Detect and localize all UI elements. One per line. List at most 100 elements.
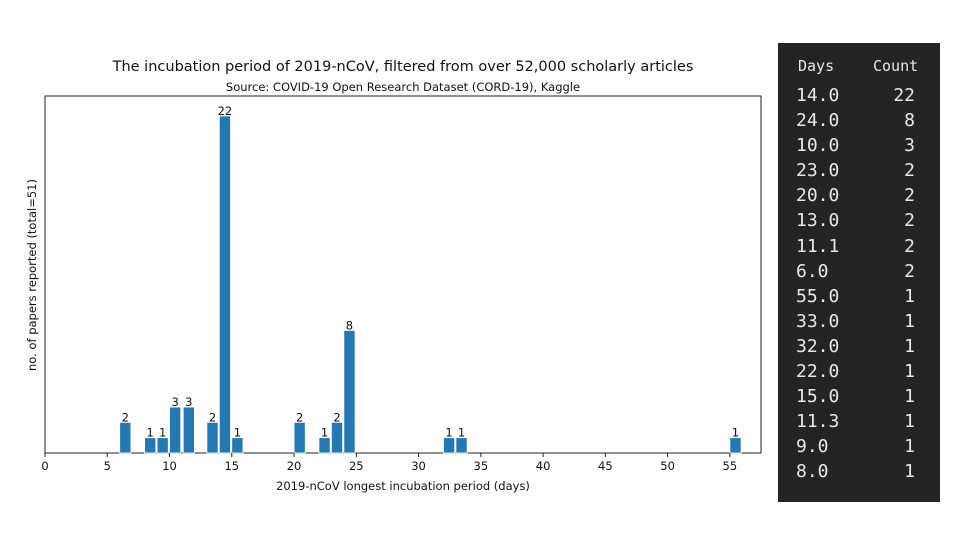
cell-days: 14.0 — [796, 85, 840, 106]
bar — [318, 437, 331, 454]
chart-title: The incubation period of 2019-nCoV, filt… — [112, 59, 694, 75]
bar-value-label: 22 — [218, 104, 233, 118]
cell-days: 20.0 — [796, 185, 840, 207]
table-row: 32.0 1 — [778, 334, 940, 359]
bar-value-label: 2 — [209, 410, 216, 424]
table-header: Days Count — [778, 57, 940, 77]
bar — [182, 406, 195, 454]
bar — [218, 115, 231, 454]
table-row: 20.0 2 — [778, 183, 940, 208]
table-row: 22.0 1 — [778, 359, 940, 384]
plot-area — [44, 95, 762, 454]
table-row: 55.0 1 — [778, 284, 940, 309]
cell-count: 2 — [904, 185, 915, 207]
bar-value-label: 8 — [346, 318, 353, 332]
cell-count: 22 — [893, 85, 915, 106]
cell-count: 2 — [904, 210, 915, 232]
cell-days: 15.0 — [796, 386, 840, 408]
x-tick-label: 0 — [41, 459, 48, 473]
bar-value-label: 2 — [122, 410, 129, 424]
bar — [293, 421, 306, 454]
x-tick-label: 55 — [723, 459, 738, 473]
x-ticks-layer: 0 5 10 15 20 25 30 35 40 45 50 55 — [41, 453, 737, 473]
cell-count: 2 — [904, 235, 915, 257]
bar — [119, 421, 132, 454]
table-row: 11.1 2 — [778, 234, 940, 259]
bar — [455, 437, 468, 454]
cell-count: 1 — [904, 335, 915, 357]
x-tick-label: 25 — [349, 459, 364, 473]
cell-count: 1 — [904, 386, 915, 408]
bar-value-label: 1 — [234, 426, 241, 440]
cell-days: 10.0 — [796, 135, 840, 157]
cell-days: 9.0 — [796, 436, 829, 458]
table-row: 11.3 1 — [778, 409, 940, 434]
table-row: 10.0 3 — [778, 133, 940, 158]
x-tick-label: 20 — [287, 459, 302, 473]
cell-days: 6.0 — [796, 260, 829, 282]
table-row: 6.0 2 — [778, 259, 940, 284]
cell-count: 1 — [904, 411, 915, 433]
cell-count: 1 — [904, 310, 915, 332]
y-axis-label: no. of papers reported (total=51) — [25, 178, 39, 371]
cell-days: 11.1 — [796, 235, 840, 257]
x-tick-label: 45 — [598, 459, 613, 473]
bar-value-label: 3 — [171, 395, 178, 409]
cell-count: 1 — [904, 361, 915, 383]
bar-value-label: 1 — [458, 426, 465, 440]
bar — [330, 421, 344, 454]
table-row: 13.0 2 — [778, 208, 940, 233]
cell-days: 33.0 — [796, 310, 840, 332]
bar-value-label: 2 — [333, 410, 340, 424]
column-header-count: Count — [873, 57, 919, 75]
cell-count: 1 — [904, 461, 915, 483]
bar — [169, 406, 182, 454]
x-axis-label: 2019-nCoV longest incubation period (day… — [276, 479, 530, 493]
x-tick-label: 15 — [224, 459, 239, 473]
table-body: 14.0 22 24.0 8 10.0 3 23.0 2 20.0 2 13.0 2 11.1 2 6.0 2… — [778, 83, 940, 485]
cell-count: 2 — [904, 260, 915, 282]
table-row: 15.0 1 — [778, 384, 940, 409]
bar-value-label: 1 — [321, 426, 328, 440]
table-row: 9.0 1 — [778, 434, 940, 459]
bar-value-label: 1 — [147, 426, 154, 440]
bar — [443, 437, 456, 454]
cell-days: 8.0 — [796, 461, 829, 483]
x-tick-label: 30 — [411, 459, 426, 473]
cell-count: 8 — [904, 110, 915, 132]
cell-count: 1 — [904, 436, 915, 458]
table-row: 33.0 1 — [778, 309, 940, 334]
y-axis-label-wrap: no. of papers reported (total=51) — [22, 96, 42, 453]
table-row: 8.0 1 — [778, 459, 940, 484]
x-tick-label: 35 — [474, 459, 489, 473]
x-tick-label: 40 — [536, 459, 551, 473]
x-tick-label: 10 — [162, 459, 177, 473]
bar-value-label: 1 — [732, 426, 739, 440]
cell-count: 1 — [904, 285, 915, 307]
bar-value-label: 1 — [445, 426, 452, 440]
bar — [144, 437, 157, 454]
cell-days: 13.0 — [796, 210, 840, 232]
bar — [729, 437, 742, 454]
chart-subtitle: Source: COVID-19 Open Research Dataset (… — [225, 80, 581, 94]
bar — [156, 437, 169, 454]
bar — [206, 421, 219, 454]
bar-value-label: 2 — [296, 410, 303, 424]
cell-days: 32.0 — [796, 335, 840, 357]
table-row: 23.0 2 — [778, 158, 940, 183]
bar — [343, 330, 356, 454]
cell-days: 22.0 — [796, 361, 840, 383]
bar-value-label: 1 — [159, 426, 166, 440]
bar-value-label: 3 — [185, 395, 192, 409]
cell-count: 3 — [904, 135, 915, 157]
counts-table: Days Count 14.0 22 24.0 8 10.0 3 23.0 2 20.0 2 13.… — [778, 43, 940, 502]
x-tick-label: 5 — [104, 459, 111, 473]
table-row: 24.0 8 — [778, 108, 940, 133]
bar — [231, 437, 244, 454]
x-tick-label: 50 — [660, 459, 675, 473]
cell-days: 11.3 — [796, 411, 840, 433]
cell-days: 55.0 — [796, 285, 840, 307]
cell-days: 23.0 — [796, 160, 840, 182]
